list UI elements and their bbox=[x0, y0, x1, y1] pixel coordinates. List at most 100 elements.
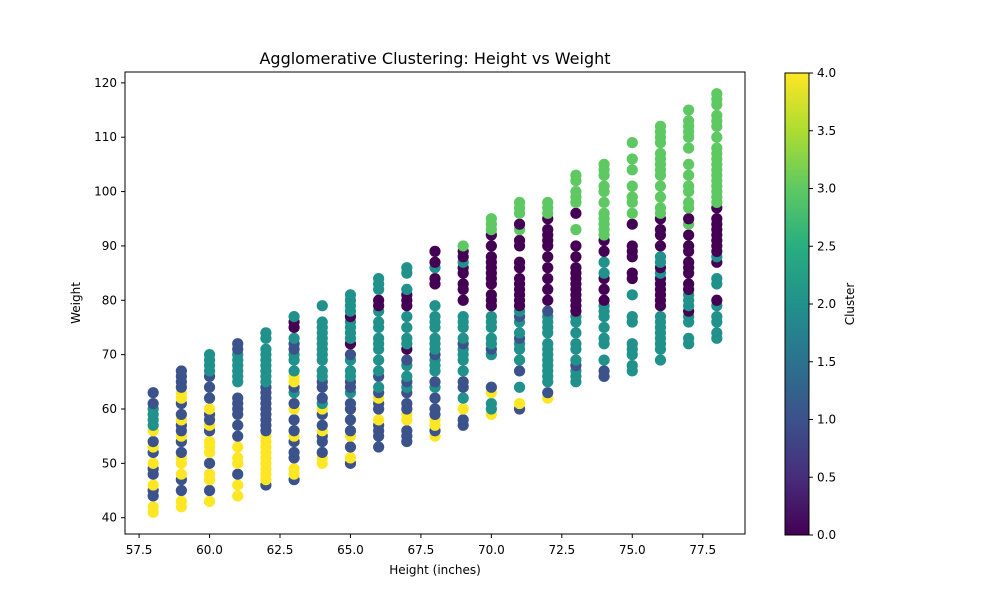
data-point bbox=[457, 240, 469, 252]
data-point bbox=[598, 294, 610, 306]
x-tick-label: 75.0 bbox=[619, 543, 646, 557]
data-point bbox=[542, 305, 554, 317]
data-point bbox=[203, 349, 216, 361]
data-point bbox=[513, 397, 526, 410]
data-point bbox=[232, 441, 244, 453]
data-point bbox=[598, 158, 610, 170]
y-tick-label: 50 bbox=[102, 456, 117, 470]
data-point bbox=[598, 207, 610, 219]
data-point bbox=[485, 251, 497, 263]
data-point bbox=[711, 310, 723, 323]
data-point bbox=[232, 392, 244, 404]
y-axis-label: Weight bbox=[69, 282, 83, 324]
colorbar-label: Cluster bbox=[843, 283, 857, 326]
data-point bbox=[203, 468, 216, 480]
colorbar-tick-label: 3.5 bbox=[817, 124, 836, 138]
data-point bbox=[457, 376, 469, 388]
data-point bbox=[232, 452, 244, 464]
data-point bbox=[513, 234, 526, 247]
points-layer bbox=[147, 88, 723, 518]
data-point bbox=[203, 457, 216, 469]
data-point bbox=[457, 365, 469, 377]
y-tick-label: 40 bbox=[102, 511, 117, 525]
data-point bbox=[203, 392, 216, 404]
data-point bbox=[344, 425, 357, 437]
data-point bbox=[316, 419, 328, 431]
y-axis: 40 50 60 70 80 90 100 110 120 bbox=[94, 76, 125, 525]
data-point bbox=[429, 376, 441, 388]
data-point bbox=[429, 310, 441, 323]
data-point bbox=[654, 251, 667, 263]
data-point bbox=[429, 332, 441, 344]
data-point bbox=[316, 316, 328, 328]
y-tick-label: 70 bbox=[102, 348, 117, 362]
data-point bbox=[626, 137, 638, 149]
data-point bbox=[626, 338, 638, 350]
colorbar-tick-label: 1.0 bbox=[817, 413, 836, 427]
data-point bbox=[344, 452, 357, 464]
data-point bbox=[457, 414, 469, 426]
plot-frame bbox=[124, 71, 746, 535]
data-point bbox=[288, 446, 300, 459]
data-point bbox=[513, 327, 526, 339]
data-point bbox=[344, 365, 357, 377]
data-point bbox=[485, 310, 497, 323]
data-point bbox=[429, 272, 441, 285]
data-point bbox=[232, 430, 244, 442]
data-point bbox=[288, 425, 300, 437]
data-point bbox=[513, 196, 526, 209]
data-point bbox=[626, 240, 638, 252]
data-point bbox=[570, 338, 582, 350]
colorbar-tick-label: 2.0 bbox=[817, 297, 836, 311]
data-point bbox=[373, 441, 385, 453]
data-point bbox=[457, 278, 469, 290]
data-point bbox=[175, 365, 187, 377]
data-point bbox=[683, 240, 695, 252]
data-point bbox=[542, 224, 554, 236]
data-point bbox=[175, 484, 187, 497]
data-point bbox=[654, 310, 667, 323]
data-point bbox=[429, 300, 441, 312]
data-point bbox=[598, 256, 610, 268]
data-point bbox=[147, 457, 159, 469]
data-point bbox=[598, 321, 610, 334]
data-point bbox=[513, 381, 526, 393]
data-point bbox=[683, 332, 695, 344]
data-point bbox=[570, 327, 582, 339]
data-point bbox=[683, 213, 695, 225]
data-point bbox=[344, 414, 357, 426]
data-point bbox=[683, 169, 695, 181]
data-point bbox=[288, 463, 300, 475]
data-point bbox=[457, 294, 469, 306]
x-tick-label: 77.5 bbox=[689, 543, 716, 557]
data-point bbox=[203, 403, 216, 415]
data-point bbox=[570, 240, 582, 252]
y-tick-label: 60 bbox=[102, 402, 117, 416]
data-point bbox=[711, 327, 723, 339]
x-tick-label: 62.5 bbox=[267, 543, 294, 557]
data-point bbox=[626, 191, 638, 203]
data-point bbox=[683, 115, 695, 127]
x-tick-label: 60.0 bbox=[196, 543, 223, 557]
colorbar-tick-label: 3.0 bbox=[817, 182, 836, 196]
data-point bbox=[260, 327, 272, 339]
data-point bbox=[316, 392, 328, 404]
data-point bbox=[654, 202, 667, 214]
data-point bbox=[344, 289, 357, 301]
data-point bbox=[401, 321, 413, 334]
data-point bbox=[654, 224, 667, 236]
data-point bbox=[542, 196, 554, 209]
data-point bbox=[711, 213, 723, 225]
y-tick-label: 120 bbox=[94, 76, 117, 90]
data-point bbox=[401, 397, 413, 410]
data-point bbox=[570, 169, 582, 181]
data-point bbox=[344, 441, 357, 453]
data-point bbox=[316, 365, 328, 377]
data-point bbox=[147, 501, 159, 513]
data-point bbox=[683, 158, 695, 170]
data-point bbox=[232, 338, 244, 350]
data-point bbox=[513, 354, 526, 366]
data-point bbox=[711, 88, 723, 100]
data-point bbox=[175, 446, 187, 459]
data-point bbox=[598, 196, 610, 209]
